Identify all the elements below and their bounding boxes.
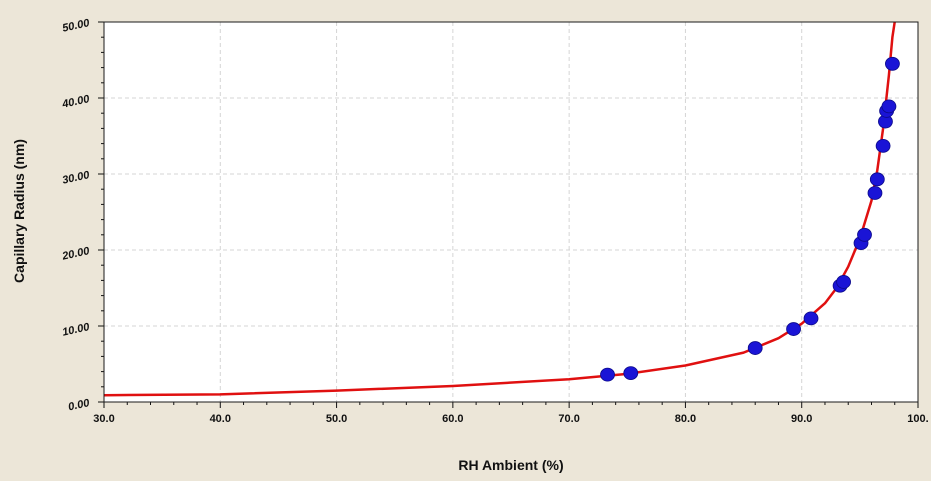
data-point bbox=[881, 99, 897, 114]
data-point bbox=[857, 227, 872, 242]
data-point bbox=[867, 186, 883, 200]
x-axis-title: RH Ambient (%) bbox=[458, 457, 563, 473]
data-point bbox=[623, 366, 639, 381]
x-tick-label: 50.0 bbox=[326, 413, 347, 425]
plot-area bbox=[103, 21, 919, 403]
data-point bbox=[875, 138, 891, 153]
x-tick-labels: 30.0 40.0 50.0 60.0 70.0 80.0 90.0 100. bbox=[93, 413, 928, 425]
data-point bbox=[786, 322, 801, 336]
y-tick-label: 10.00 bbox=[61, 321, 91, 339]
x-tick-label: 70.0 bbox=[558, 413, 579, 425]
y-tick-label: 40.00 bbox=[60, 93, 91, 111]
data-points-layer bbox=[600, 56, 900, 382]
grid bbox=[104, 22, 918, 402]
x-tick-label: 100. bbox=[907, 413, 928, 425]
plot-border bbox=[103, 21, 919, 403]
y-tick-label: 0.00 bbox=[67, 397, 91, 413]
x-tick-label: 40.0 bbox=[210, 413, 231, 425]
y-tick-label: 30.00 bbox=[61, 169, 91, 187]
data-point bbox=[885, 56, 900, 71]
y-tick-label: 20.00 bbox=[60, 245, 91, 263]
data-point bbox=[747, 341, 763, 355]
y-axis-title: Capillary Radius (nm) bbox=[11, 139, 27, 283]
y-tick-label: 50.00 bbox=[61, 17, 91, 35]
x-tick-label: 90.0 bbox=[791, 413, 812, 425]
x-tick-label: 60.0 bbox=[442, 413, 463, 425]
data-point bbox=[836, 275, 851, 289]
data-point bbox=[869, 172, 885, 187]
data-point bbox=[600, 367, 615, 382]
x-tick-label: 80.0 bbox=[675, 413, 696, 425]
x-tick-label: 30.0 bbox=[93, 413, 114, 425]
data-point bbox=[803, 311, 819, 326]
y-tick-labels: 0.00 10.00 20.00 30.00 40.00 50.00 bbox=[60, 17, 91, 413]
